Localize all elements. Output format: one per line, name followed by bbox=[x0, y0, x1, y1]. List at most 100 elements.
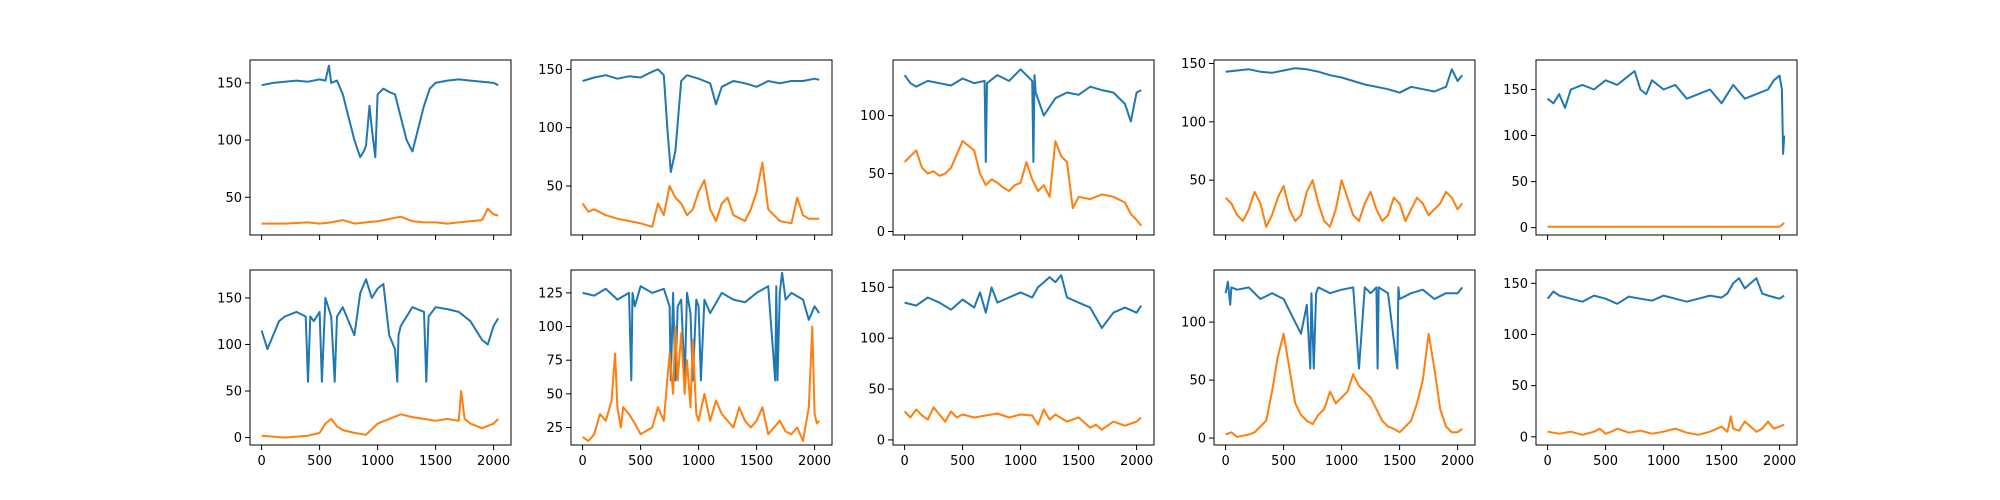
y-tick-label: 150 bbox=[217, 76, 242, 91]
axes-frame bbox=[1213, 59, 1476, 236]
x-tick-label: 1500 bbox=[740, 454, 773, 469]
y-tick-label: 100 bbox=[538, 121, 563, 136]
axes-frame bbox=[1535, 269, 1798, 446]
x-tick-label: 1500 bbox=[1705, 454, 1738, 469]
x-tick-label: 500 bbox=[1271, 454, 1296, 469]
y-tick-label: 0 bbox=[1198, 432, 1206, 447]
y-tick-label: 100 bbox=[860, 332, 885, 347]
y-tick-label: 100 bbox=[217, 134, 242, 149]
series-line-2 bbox=[1547, 415, 1785, 436]
axes-frame bbox=[892, 59, 1155, 236]
y-tick-label: 50 bbox=[868, 383, 885, 398]
y-tick-label: 150 bbox=[1181, 57, 1206, 72]
series-line-1 bbox=[904, 274, 1143, 329]
subplot-grid: 5010015050100150050100501001500501001500… bbox=[217, 57, 1798, 469]
y-tick-label: 50 bbox=[1189, 174, 1206, 189]
y-tick-label: 0 bbox=[1520, 430, 1528, 445]
y-tick-label: 150 bbox=[860, 281, 885, 296]
series-line-2 bbox=[261, 390, 499, 439]
y-tick-label: 150 bbox=[1503, 83, 1528, 98]
y-tick-label: 100 bbox=[1503, 328, 1528, 343]
x-tick-label: 1500 bbox=[419, 454, 452, 469]
series-line-1 bbox=[582, 68, 820, 173]
x-tick-label: 0 bbox=[900, 454, 908, 469]
series-line-1 bbox=[582, 271, 821, 382]
y-tick-label: 0 bbox=[877, 433, 885, 448]
y-tick-label: 150 bbox=[538, 63, 563, 78]
series-line-1 bbox=[261, 64, 499, 159]
series-line-1 bbox=[1546, 70, 1786, 155]
x-tick-label: 1000 bbox=[1325, 454, 1358, 469]
series-line-2 bbox=[1225, 332, 1463, 438]
x-tick-label: 0 bbox=[578, 454, 586, 469]
series-line-2 bbox=[903, 140, 1142, 227]
x-tick-label: 1500 bbox=[1383, 454, 1416, 469]
series-line-2 bbox=[582, 325, 820, 442]
axes-frame bbox=[570, 59, 833, 236]
y-tick-label: 100 bbox=[1503, 129, 1528, 144]
x-tick-label: 500 bbox=[307, 454, 332, 469]
subplot-5: 0 50 100 150 bbox=[1503, 59, 1798, 240]
y-tick-label: 50 bbox=[546, 180, 563, 195]
x-tick-label: 2000 bbox=[1120, 454, 1153, 469]
y-tick-label: 50 bbox=[225, 385, 242, 400]
series-line-2 bbox=[581, 161, 820, 228]
x-tick-label: 2000 bbox=[1763, 454, 1796, 469]
axes-frame bbox=[1213, 269, 1476, 446]
axes-frame bbox=[570, 269, 833, 446]
x-tick-label: 500 bbox=[1593, 454, 1618, 469]
series-line-1 bbox=[1224, 280, 1463, 370]
series-line-2 bbox=[1547, 222, 1785, 228]
subplot-1: 50 100 150 bbox=[217, 59, 512, 240]
y-tick-label: 100 bbox=[1181, 316, 1206, 331]
y-tick-label: 0 bbox=[234, 431, 242, 446]
x-tick-label: 1000 bbox=[1004, 454, 1037, 469]
x-tick-label: 1000 bbox=[682, 454, 715, 469]
x-tick-label: 1000 bbox=[361, 454, 394, 469]
y-tick-label: 100 bbox=[860, 109, 885, 124]
series-line-1 bbox=[1225, 67, 1463, 94]
y-tick-label: 100 bbox=[538, 320, 563, 335]
y-tick-label: 100 bbox=[1181, 115, 1206, 130]
y-tick-label: 0 bbox=[1520, 221, 1528, 236]
y-tick-label: 50 bbox=[225, 191, 242, 206]
y-tick-label: 50 bbox=[546, 387, 563, 402]
x-tick-label: 1500 bbox=[1062, 454, 1095, 469]
x-tick-label: 500 bbox=[950, 454, 975, 469]
series-line-1 bbox=[903, 68, 1142, 163]
y-tick-label: 150 bbox=[1503, 277, 1528, 292]
y-tick-label: 0 bbox=[877, 225, 885, 240]
x-tick-label: 1000 bbox=[1647, 454, 1680, 469]
x-tick-label: 500 bbox=[628, 454, 653, 469]
y-tick-label: 150 bbox=[217, 291, 242, 306]
y-tick-label: 50 bbox=[868, 167, 885, 182]
series-line-2 bbox=[1224, 179, 1463, 228]
subplot-4: 50 100 150 bbox=[1181, 57, 1476, 240]
subplot-2: 50 100 150 bbox=[538, 59, 833, 240]
x-tick-label: 2000 bbox=[477, 454, 510, 469]
axes-frame bbox=[1535, 59, 1798, 236]
series-line-2 bbox=[903, 406, 1142, 431]
series-line-1 bbox=[1546, 277, 1785, 305]
series-line-1 bbox=[260, 278, 500, 383]
subplot-7: 25 50 75 100 125 0 500 1000 1500 2000 bbox=[538, 269, 833, 469]
y-tick-label: 25 bbox=[546, 421, 563, 436]
x-tick-label: 0 bbox=[257, 454, 265, 469]
x-tick-label: 2000 bbox=[798, 454, 831, 469]
axes-frame bbox=[249, 269, 512, 446]
axes-frame bbox=[249, 59, 512, 236]
y-tick-label: 100 bbox=[217, 338, 242, 353]
y-tick-label: 50 bbox=[1189, 374, 1206, 389]
series-line-2 bbox=[261, 207, 499, 225]
y-tick-label: 50 bbox=[1511, 175, 1528, 190]
y-tick-label: 50 bbox=[1511, 379, 1528, 394]
x-tick-label: 2000 bbox=[1441, 454, 1474, 469]
y-tick-label: 75 bbox=[546, 354, 563, 369]
subplot-3: 0 50 100 bbox=[860, 59, 1155, 240]
axes-frame bbox=[892, 269, 1155, 446]
